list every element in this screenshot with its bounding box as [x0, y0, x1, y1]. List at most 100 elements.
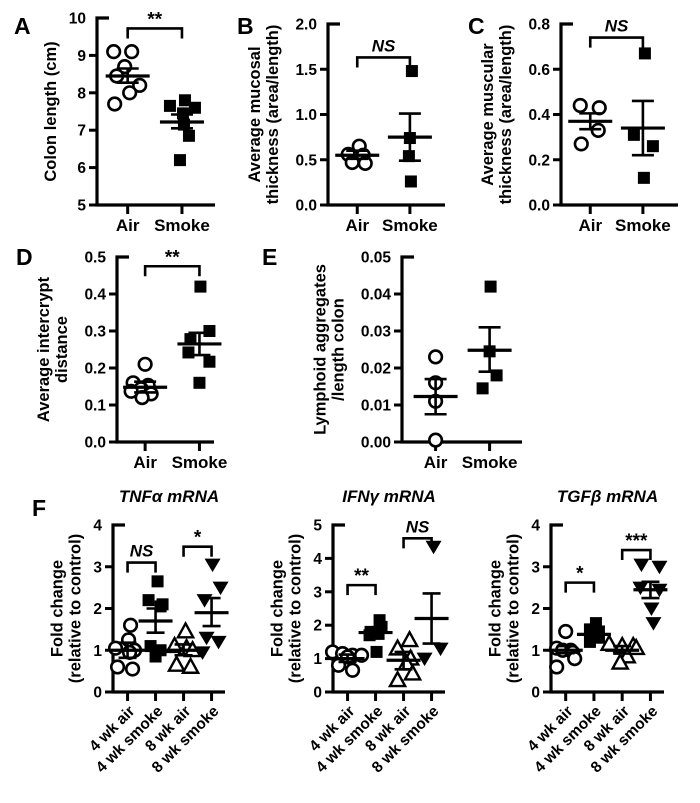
- panel-title: IFNγ mRNA: [342, 487, 436, 506]
- data-point-square-filled: [142, 594, 155, 607]
- data-point-triangle-down-filled: [198, 631, 215, 646]
- x-axis-group-label: Air: [133, 453, 157, 472]
- y-axis-tick-label: 0.5: [84, 250, 106, 267]
- y-axis-label: Average mucosal: [246, 46, 264, 182]
- x-axis-group-label: Air: [116, 216, 140, 235]
- data-point-circle-open: [124, 44, 140, 60]
- significance-bracket: [143, 264, 201, 277]
- data-point-circle-open: [428, 349, 444, 365]
- data-point-triangle-down-filled: [416, 652, 433, 667]
- panel-E-lymphoid-aggregates-chart: E Lymphoid aggregates/length colon 0.00 0.0…: [262, 244, 522, 472]
- data-point-square-filled: [405, 65, 418, 78]
- y-axis-tick-label: 2: [93, 601, 102, 618]
- data-point-triangle-open: [180, 656, 201, 674]
- data-point-triangle-down-filled: [425, 540, 442, 555]
- y-axis-tick-label: 0.5: [295, 152, 317, 169]
- data-point-circle-open: [107, 96, 123, 112]
- y-axis-tick-label: 0.0: [528, 198, 550, 215]
- data-point-triangle-down-filled: [643, 602, 660, 616]
- data-point-square-filled: [476, 382, 489, 395]
- data-point-triangle-open: [402, 663, 423, 681]
- y-axis-label: (relative to control): [286, 534, 304, 683]
- significance-label: *: [194, 528, 202, 549]
- significance-bracket: [588, 36, 645, 48]
- data-point-square-filled: [144, 640, 157, 653]
- y-axis-label: Lymphoid aggregates: [312, 264, 330, 435]
- data-point-circle-open: [109, 659, 126, 675]
- panel-letter: E: [262, 244, 277, 270]
- y-axis-tick-label: 0.05: [361, 250, 392, 267]
- significance-label: NS: [406, 517, 430, 536]
- data-point-triangle-down-filled: [210, 635, 227, 650]
- data-point-triangle-down-filled: [633, 558, 650, 573]
- panel-B-mucosal-thickness-chart: B Average mucosal thickness (area/length) 0…: [237, 13, 445, 235]
- y-axis-tick-label: 1: [531, 643, 540, 660]
- y-axis-tick-label: 7: [77, 123, 86, 140]
- y-axis-tick-label: 0.3: [84, 324, 106, 341]
- x-axis-group-label: Smoke: [462, 453, 518, 472]
- significance-bracket: [402, 537, 433, 549]
- y-axis-label: Average muscular: [479, 43, 497, 186]
- data-point-square-filled: [404, 175, 417, 188]
- data-point-square-filled: [646, 140, 659, 153]
- x-axis-group-label: Smoke: [154, 216, 210, 235]
- y-axis-label: Fold change: [48, 560, 66, 657]
- y-axis-tick-label: 2: [313, 618, 322, 635]
- y-axis-tick-label: 0.2: [528, 152, 550, 169]
- significance-label: NS: [372, 36, 396, 55]
- y-axis-tick-label: 0.4: [528, 107, 550, 124]
- data-point-circle-open: [122, 617, 139, 633]
- panel-letter: C: [468, 13, 485, 39]
- significance-label: NS: [605, 17, 629, 36]
- data-point-triangle-down-filled: [212, 581, 229, 596]
- data-point-circle-open: [344, 662, 361, 678]
- y-axis-tick-label: 0: [93, 685, 102, 702]
- significance-label: ***: [625, 531, 648, 552]
- panel-F-tnfa-mrna-chart: F TNFα mRNA Fold change (relative to contro…: [32, 487, 229, 776]
- y-axis-tick-label: 0.00: [361, 435, 391, 452]
- y-axis-tick-label: 2: [531, 601, 540, 618]
- data-point-circle-open: [106, 44, 122, 60]
- y-axis-tick-label: 0.04: [361, 287, 392, 304]
- data-point-circle-open: [124, 661, 141, 677]
- significance-label: NS: [130, 542, 154, 561]
- data-point-square-filled: [188, 101, 201, 114]
- panel-F-ifng-mrna-chart: IFNγ mRNA Fold change (relative to control…: [268, 487, 449, 776]
- panel-A-colon-length-chart: A Colon length (cm) 5 6 7 8 9 10 ** Air Smoke: [14, 9, 215, 235]
- data-point-triangle-open: [166, 654, 187, 672]
- y-axis-tick-label: 4: [531, 518, 540, 535]
- y-axis-label: Fold change: [486, 560, 504, 657]
- data-point-triangle-down-filled: [204, 558, 221, 573]
- y-axis-tick-label: 1.0: [295, 107, 317, 124]
- y-axis-tick-label: 4: [313, 551, 322, 568]
- figure-row-2: D Average intercrypt distance 0.0 0.1 0.2 0.3 0…: [0, 235, 700, 480]
- y-axis-label: thickness (area/length): [497, 25, 515, 205]
- y-axis-tick-label: 1: [93, 643, 102, 660]
- significance-bracket: [346, 583, 377, 596]
- data-point-square-filled: [638, 47, 651, 60]
- axis-frame: [331, 523, 445, 694]
- axis-frame: [115, 255, 214, 444]
- y-axis-tick-label: 0.03: [361, 324, 392, 341]
- data-point-square-filled: [149, 650, 162, 663]
- data-point-square-filled: [370, 645, 383, 658]
- y-axis-tick-label: 1: [313, 651, 322, 668]
- panel-letter: D: [16, 244, 33, 270]
- data-point-triangle-down-filled: [432, 642, 449, 657]
- data-point-triangle-down-filled: [645, 617, 662, 631]
- axis-frame: [559, 22, 678, 207]
- y-axis-label: thickness (area/length): [264, 25, 282, 205]
- data-point-square-filled: [203, 355, 216, 368]
- y-axis-tick-label: 0: [313, 685, 322, 702]
- significance-bracket: [182, 545, 213, 557]
- x-axis-group-label: Smoke: [382, 216, 438, 235]
- x-axis-group-label: Air: [345, 216, 369, 235]
- y-axis-tick-label: 0.0: [84, 435, 106, 452]
- data-point-square-filled: [184, 333, 197, 346]
- data-point-square-filled: [637, 171, 650, 184]
- y-axis-tick-label: 0.02: [361, 361, 391, 378]
- data-point-circle-open: [357, 155, 373, 171]
- y-axis-tick-label: 0.6: [528, 62, 550, 79]
- data-point-square-filled: [151, 575, 164, 588]
